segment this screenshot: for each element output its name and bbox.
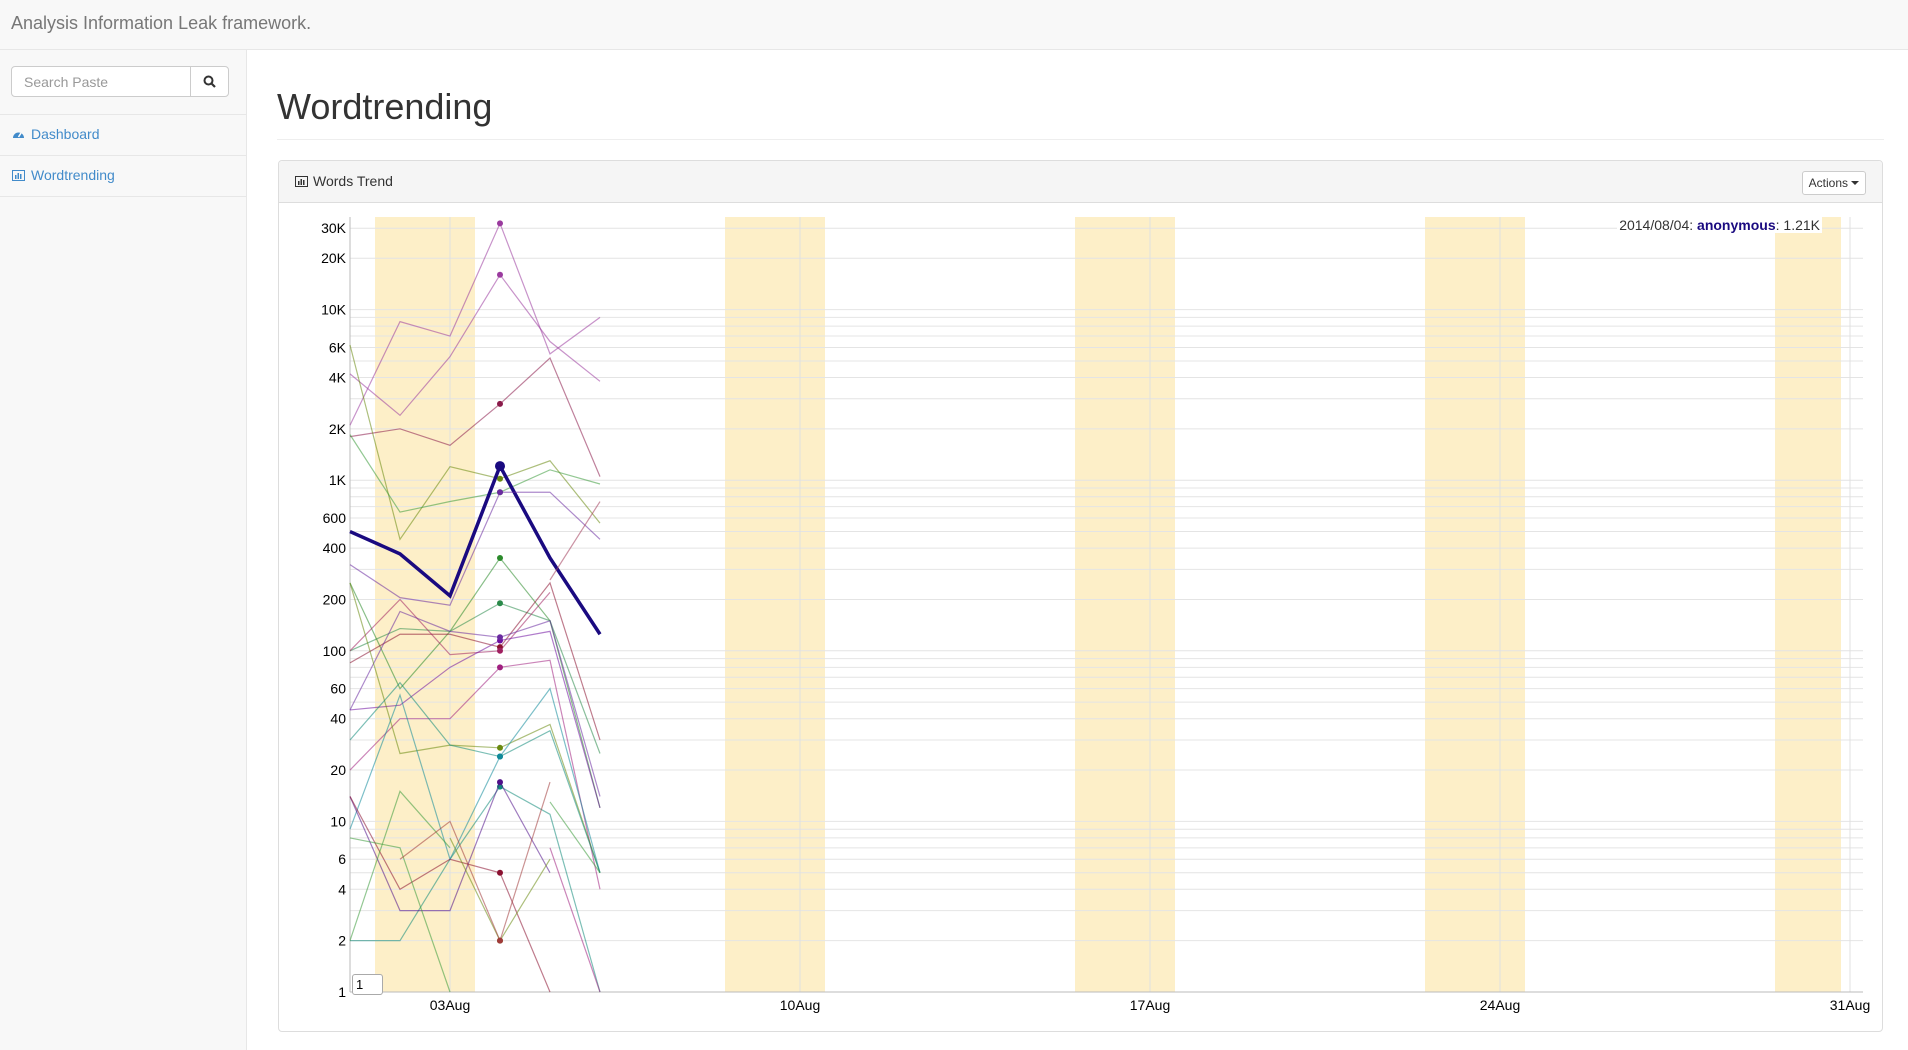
series-point-6: [497, 489, 503, 496]
series-line-6: [349, 491, 601, 606]
legend-series: anonymous: [1697, 217, 1776, 233]
y-tick-label: 40: [330, 711, 346, 727]
x-tick-label: 24Aug: [1480, 997, 1520, 1013]
dashboard-icon: [13, 132, 24, 138]
series-line-3: [349, 344, 601, 541]
series-line-19: [349, 780, 551, 912]
series-point-19: [497, 779, 503, 786]
words-trend-chart[interactable]: 1 2 4 6 10 20 40 60 100 200 400 600 1K 2K 4K 6K 10K 20K 30…: [278, 201, 1884, 1033]
weekend-band: [375, 217, 475, 992]
series-point-2: [497, 400, 503, 407]
panel-title-text: Words Trend: [313, 173, 393, 189]
sidebar: Dashboard Wordtrending: [0, 50, 247, 1050]
y-tick-label: 20K: [321, 250, 347, 266]
x-tick-label: 31Aug: [1830, 997, 1870, 1013]
weekend-band: [1425, 217, 1525, 992]
series-point-20: [497, 869, 503, 876]
sidebar-item-label: Dashboard: [31, 126, 100, 142]
y-tick-label: 6: [338, 851, 346, 867]
roll-period-input[interactable]: [352, 974, 383, 995]
y-tick-label: 2K: [329, 421, 347, 437]
series-line-9: [349, 602, 601, 754]
series-point-5: [495, 461, 505, 472]
y-tick-label: 1K: [329, 472, 347, 488]
y-tick-label: 10: [330, 813, 346, 829]
sidebar-item-dashboard[interactable]: Dashboard: [12, 126, 100, 142]
page-title: Wordtrending: [277, 86, 493, 127]
brand[interactable]: Analysis Information Leak framework.: [11, 13, 312, 33]
series-line-12: [349, 630, 601, 809]
y-tick-label: 4: [338, 881, 346, 897]
series-line-2: [349, 357, 601, 477]
series-line-7: [549, 501, 601, 581]
series-point-3: [497, 475, 503, 482]
legend-value: 1.21K: [1783, 217, 1820, 233]
chart-legend: 2014/08/04: anonymous: 1.21K: [1617, 217, 1822, 233]
y-tick-label: 200: [323, 591, 347, 607]
search-group: [11, 66, 229, 97]
series-line-10: [349, 581, 601, 741]
search-icon: [203, 75, 216, 88]
sidebar-item-label: Wordtrending: [31, 167, 115, 183]
search-input[interactable]: [12, 67, 192, 96]
series-point-18: [497, 753, 503, 760]
x-tick-label: 10Aug: [780, 997, 820, 1013]
weekend-band: [725, 217, 825, 992]
actions-dropdown-button[interactable]: Actions: [1801, 171, 1866, 195]
series-point-13: [497, 634, 503, 641]
series-point-9: [497, 600, 503, 607]
series-line-22: [549, 801, 601, 874]
y-tick-label: 600: [323, 510, 347, 526]
series-line-22: [349, 837, 451, 993]
series-point-15: [497, 744, 503, 751]
weekend-band: [1775, 217, 1841, 992]
series-line-15: [349, 582, 601, 873]
divider: [277, 139, 1884, 140]
series-line-24: [399, 781, 551, 943]
series-line-1: [349, 273, 601, 417]
series-line-16: [349, 681, 601, 873]
series-line-18: [349, 687, 601, 873]
x-tick-label: 03Aug: [430, 997, 470, 1013]
series-point-1: [497, 271, 503, 278]
divider: [0, 196, 246, 197]
y-tick-label: 10K: [321, 302, 347, 318]
y-tick-label: 4K: [329, 369, 347, 385]
series-line-4: [349, 434, 601, 513]
series-line-23: [349, 790, 451, 941]
panel-title: Words Trend: [295, 173, 393, 189]
legend-date: 2014/08/04: [1619, 217, 1690, 233]
series-point-24: [497, 937, 503, 944]
y-tick-label: 20: [330, 762, 346, 778]
weekend-band: [1075, 217, 1175, 992]
series-line-14: [349, 659, 601, 890]
divider: [0, 114, 246, 115]
bar-chart-icon: [12, 169, 25, 181]
series-line-5: [349, 461, 602, 636]
series-point-0: [497, 220, 503, 227]
top-navbar: Analysis Information Leak framework.: [0, 0, 1908, 50]
series-point-8: [497, 554, 503, 561]
y-tick-label: 30K: [321, 220, 347, 236]
y-tick-label: 100: [323, 643, 347, 659]
series-point-14: [497, 664, 503, 671]
series-point-11: [497, 647, 503, 654]
y-tick-label: 1: [338, 984, 346, 1000]
panel-header: Words Trend Actions: [279, 161, 1882, 203]
divider: [0, 155, 246, 156]
series-line-25: [549, 847, 601, 993]
y-tick-label: 2: [338, 933, 346, 949]
y-tick-label: 60: [330, 681, 346, 697]
caret-down-icon: [1851, 181, 1859, 185]
x-tick-label: 17Aug: [1130, 997, 1170, 1013]
sidebar-item-wordtrending[interactable]: Wordtrending: [12, 167, 115, 183]
y-tick-label: 6K: [329, 339, 347, 355]
actions-label: Actions: [1808, 176, 1848, 190]
search-button[interactable]: [190, 67, 228, 96]
series-line-17: [350, 785, 601, 993]
bar-chart-icon: [295, 175, 308, 187]
y-tick-label: 400: [323, 540, 347, 556]
series-line-13: [349, 610, 601, 797]
